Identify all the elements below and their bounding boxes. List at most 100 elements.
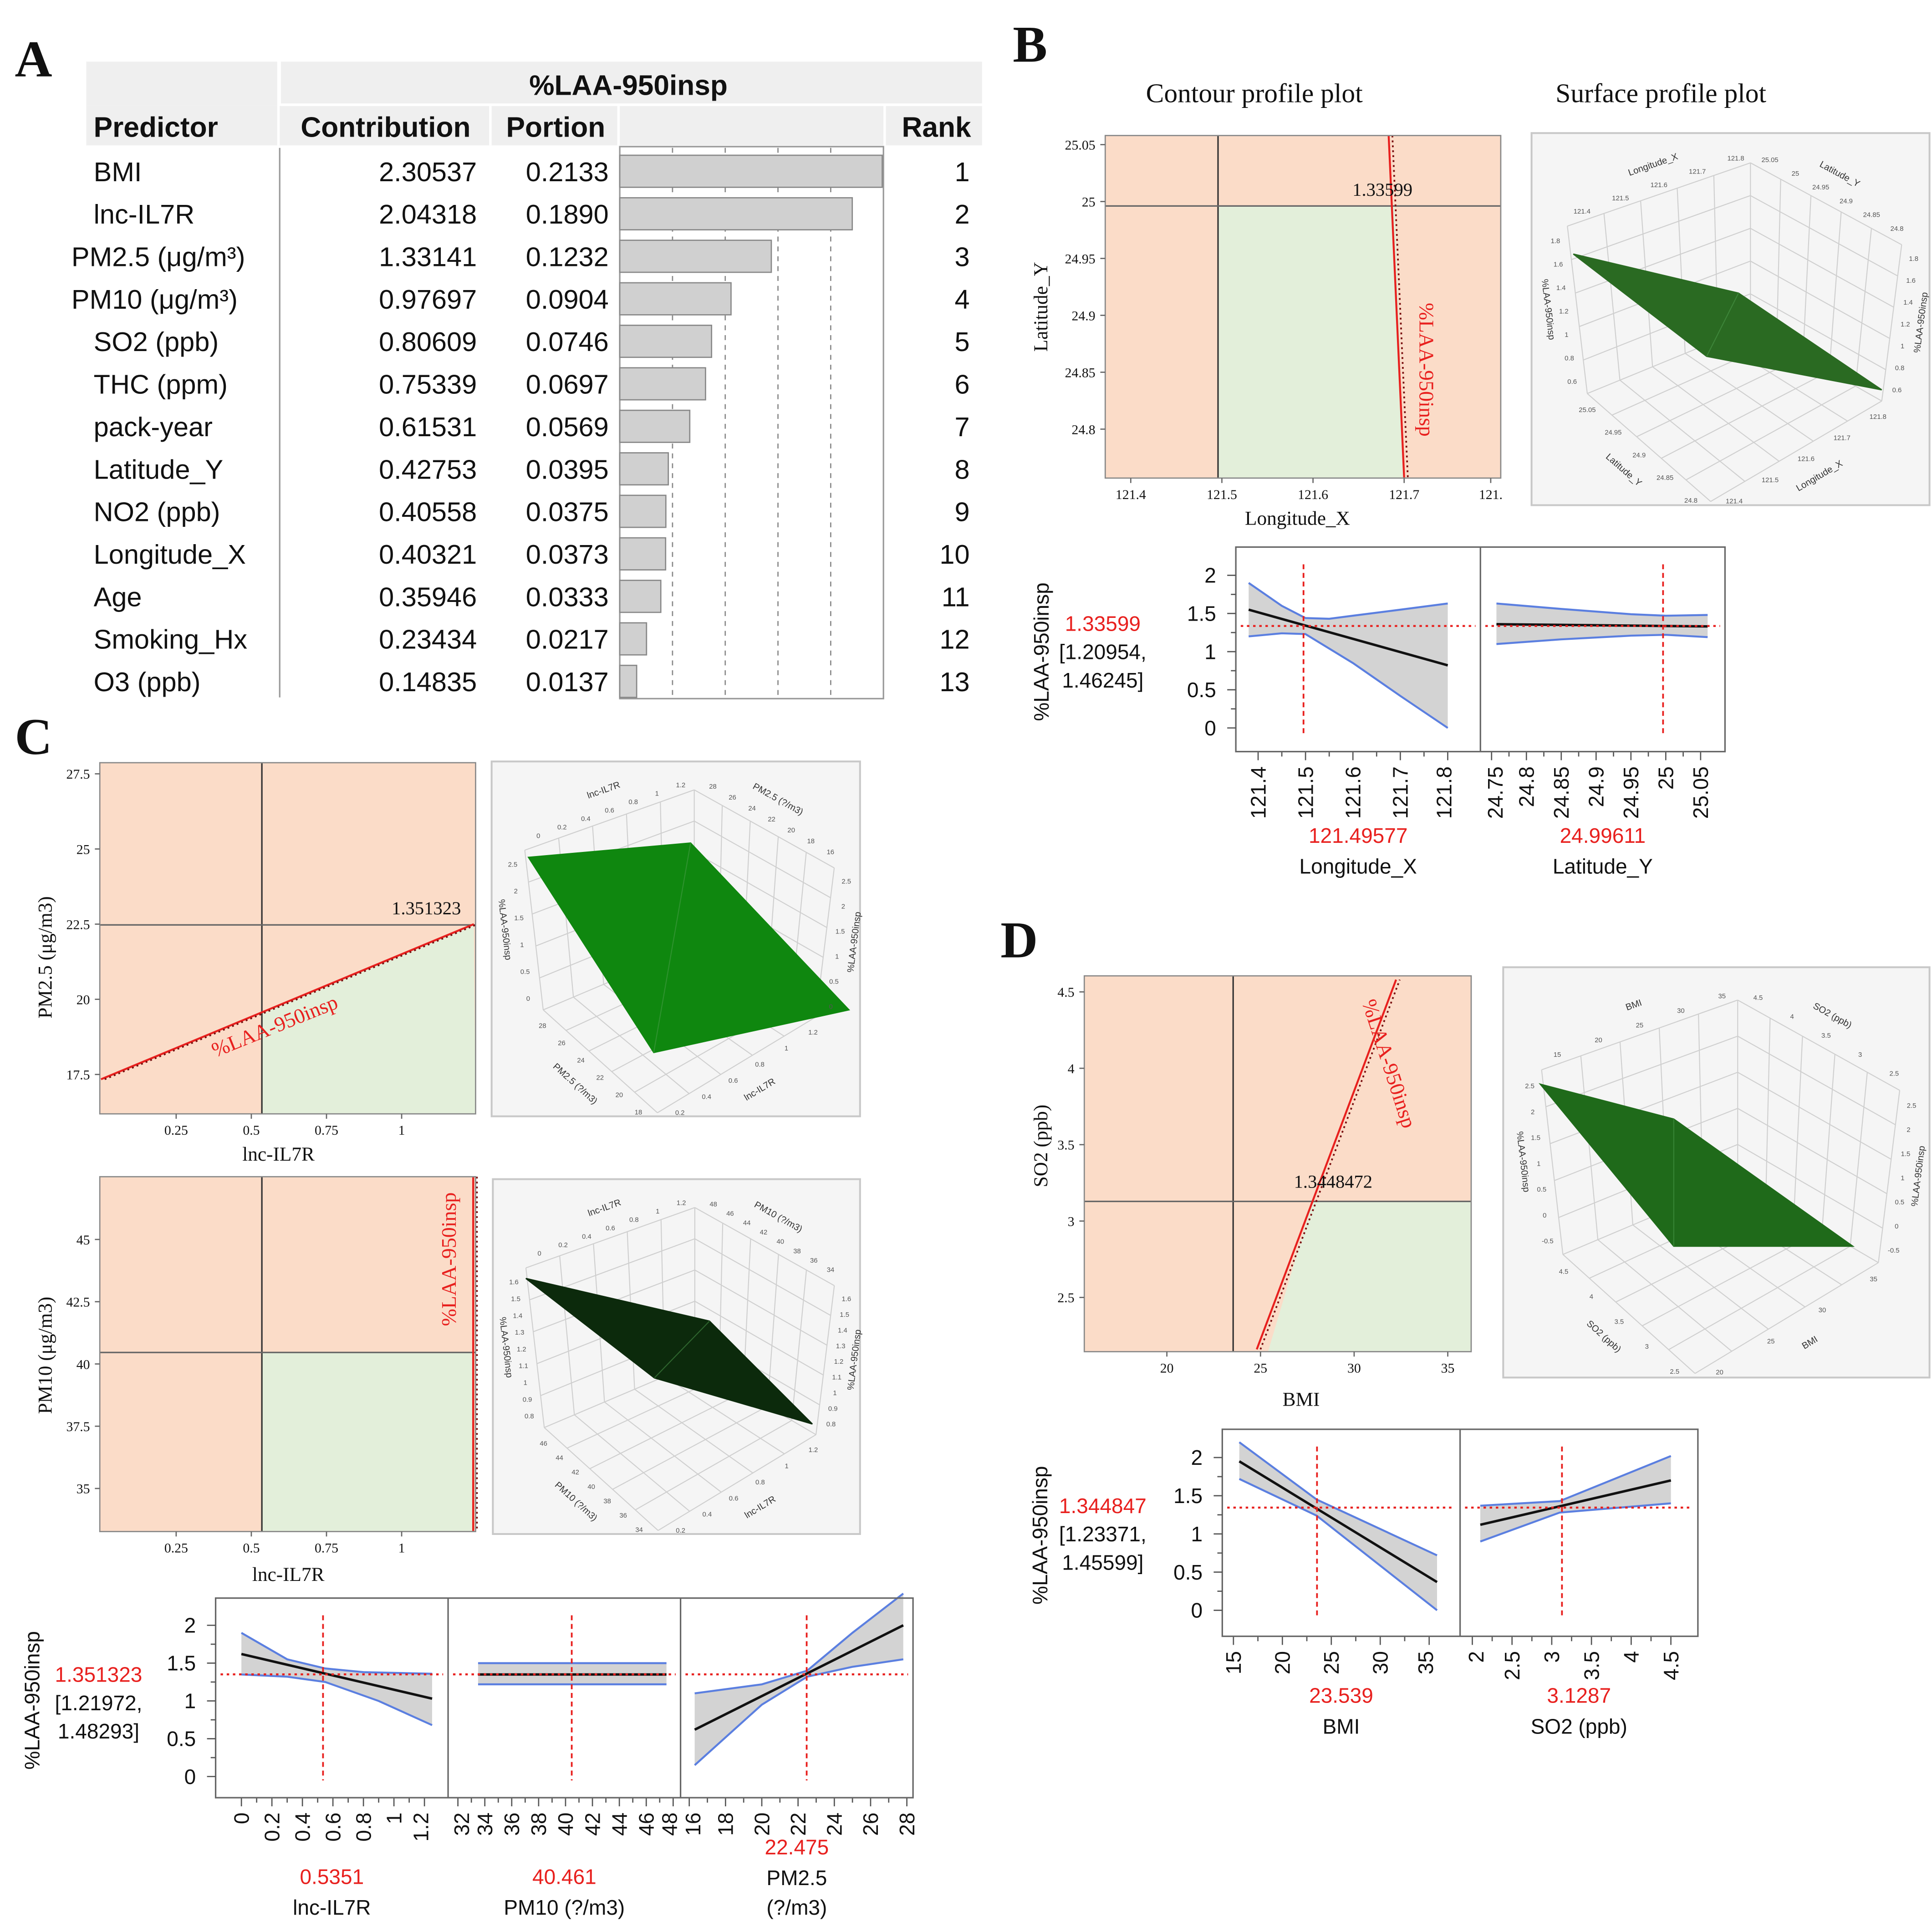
surface-tick-label: 0.8 <box>826 1421 836 1428</box>
surface-tick-label: 25 <box>1636 1022 1644 1030</box>
x-tick-label: 0.8 <box>352 1813 375 1842</box>
surface-tick-label: 34 <box>635 1527 643 1534</box>
x-tick-label: 16 <box>681 1813 705 1836</box>
table-title-bg <box>280 61 982 104</box>
factor-name: BMI <box>1323 1714 1360 1738</box>
predictor-name: Smoking_Hx <box>94 624 248 655</box>
portion-value: 0.0746 <box>526 326 609 357</box>
surface-tick-label: 2 <box>1531 1109 1534 1116</box>
surface-gridline <box>1652 366 1779 462</box>
predictor-name: Longitude_X <box>94 539 246 570</box>
portion-value: 0.0569 <box>526 412 609 442</box>
y-tick-label: 24.85 <box>1065 365 1096 380</box>
surface-tick-label: 2 <box>514 888 518 895</box>
surface-tick-label: 24.95 <box>1812 184 1829 191</box>
y-tick-label: 24.9 <box>1072 308 1096 323</box>
x-tick-label: 2 <box>1464 1651 1488 1663</box>
surface-gridline <box>1750 195 1898 277</box>
factor-name: PM2.5 <box>766 1866 827 1890</box>
surface-tick-label: 121.4 <box>1726 498 1743 505</box>
surface-tick-label: 0.8 <box>525 1413 534 1420</box>
profiler-frame <box>1235 546 1726 753</box>
y-tick-label: 24.95 <box>1065 251 1096 266</box>
surface-tick-label: 121.8 <box>1870 413 1886 421</box>
current-value-label: 40.461 <box>532 1865 596 1888</box>
rank-value: 3 <box>955 241 970 272</box>
profiler-panel: 121.4 121.5 121.6 121.7 121.8 121.49577 Longit… <box>1240 564 1476 878</box>
upper-ci-line <box>241 1632 433 1675</box>
x-axis-label: lnc-IL7R <box>242 1143 315 1165</box>
surface-gridline <box>634 1389 753 1473</box>
x-tick-label: 22 <box>786 1813 810 1836</box>
surface-tick-label: 20 <box>1595 1037 1602 1044</box>
surface-gridline <box>694 1238 831 1316</box>
surface-gridline <box>1597 1239 1732 1352</box>
feasible-region <box>1268 1201 1471 1352</box>
surface-tick-label: 1.4 <box>1556 285 1566 292</box>
x-tick-label: 18 <box>714 1813 738 1836</box>
surface-tick-label: 1.6 <box>1906 277 1916 285</box>
surface-tick-label: 26 <box>729 794 736 801</box>
x-tick-label: 30 <box>1347 1361 1361 1376</box>
surface-tick-label: 24 <box>577 1057 585 1064</box>
table-row: O3 (ppb) 0.14835 0.0137 13 <box>94 664 970 698</box>
y-tick-label: 25.05 <box>1065 138 1096 153</box>
surface-tick-label: 18 <box>635 1109 642 1116</box>
profiler-panel: 2 2.5 3 3.5 4 4.5 3.1287 SO2 (ppb) <box>1459 1429 1693 1738</box>
confidence-band <box>1480 1456 1671 1542</box>
surface-gridline <box>1632 1224 1769 1330</box>
x-tick-label: 26 <box>859 1813 882 1836</box>
contribution-value: 0.97697 <box>379 284 477 315</box>
current-value-label: 121.49577 <box>1309 824 1407 847</box>
surface-tick-label: 1.8 <box>1551 238 1560 245</box>
x-tick-label: 44 <box>607 1813 631 1836</box>
x-tick-label: 28 <box>895 1813 919 1836</box>
x-tick-label: 121.4 <box>1246 766 1270 819</box>
x-tick-label: 121.4 <box>1116 487 1146 502</box>
surface-tick-label: 4 <box>1590 1293 1593 1300</box>
surface-tick-label: 0.8 <box>1895 365 1905 372</box>
portion-bar <box>619 240 772 273</box>
profiler-frame <box>214 1597 914 1799</box>
surface-tick-label: 0.4 <box>702 1093 711 1101</box>
surface-ridge <box>654 1320 710 1378</box>
surface-tick-label: 18 <box>807 838 815 845</box>
surface-tick-label: 0.4 <box>703 1511 712 1519</box>
surface-gridline <box>1587 393 1711 502</box>
rank-value: 6 <box>955 369 970 400</box>
surface-tick-label: 1.5 <box>514 915 524 922</box>
y-tick-label: 0 <box>1204 716 1216 740</box>
y-tick-label: 3.5 <box>1057 1138 1074 1153</box>
surface-gridline <box>1575 228 1751 294</box>
y-tick-label: 25 <box>1082 194 1096 209</box>
plot-title: Surface profile plot <box>1555 78 1766 108</box>
factor-name: SO2 (ppb) <box>1531 1714 1627 1738</box>
portion-value: 0.0375 <box>526 497 609 527</box>
surface-tick-label: 4.5 <box>1559 1269 1569 1276</box>
lower-ci-line <box>1249 632 1448 729</box>
x-tick-label: 0.75 <box>315 1123 338 1138</box>
x-tick-label: 1 <box>382 1813 406 1825</box>
profiler-panel: 24.75 24.8 24.85 24.9 24.95 25 25.05 24.99611 La… <box>1479 547 1720 878</box>
predictor-name: SO2 (ppb) <box>94 326 219 357</box>
surface-gridline <box>1661 371 1830 459</box>
surface-gridline <box>1793 1036 1803 1213</box>
surface-gridline <box>1821 1054 1835 1230</box>
y-axis-label: PM10 (μg/m3) <box>35 1297 56 1414</box>
surface-gridline <box>657 1016 816 1113</box>
confidence-interval: [1.20954, <box>1059 640 1147 664</box>
portion-bar <box>619 452 669 486</box>
current-value-label: 22.475 <box>765 1835 829 1859</box>
x-tick-label: 4.5 <box>1659 1651 1683 1680</box>
surface-gridline <box>589 1392 744 1469</box>
surface-tick-label: 1.5 <box>1901 1151 1911 1158</box>
surface-tick-label: 44 <box>743 1220 751 1227</box>
portion-bar <box>619 494 667 528</box>
feasible-region <box>1218 206 1404 478</box>
surface-tick-label: 42 <box>760 1229 768 1236</box>
x-tick-label: 32 <box>450 1813 474 1836</box>
surface-tick-label: 25.05 <box>1579 407 1596 414</box>
predictor-name: PM2.5 (μg/m³) <box>71 241 245 272</box>
